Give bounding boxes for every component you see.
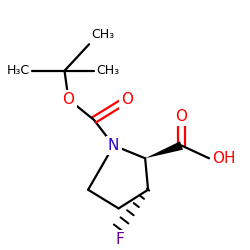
Text: H₃C: H₃C xyxy=(7,64,30,77)
Text: CH₃: CH₃ xyxy=(91,28,114,41)
Text: F: F xyxy=(115,232,124,247)
Text: N: N xyxy=(108,138,119,153)
Text: OH: OH xyxy=(212,151,236,166)
Text: O: O xyxy=(176,108,188,124)
Text: O: O xyxy=(62,92,74,107)
Text: O: O xyxy=(122,92,134,107)
Polygon shape xyxy=(145,141,183,158)
Text: CH₃: CH₃ xyxy=(96,64,119,77)
